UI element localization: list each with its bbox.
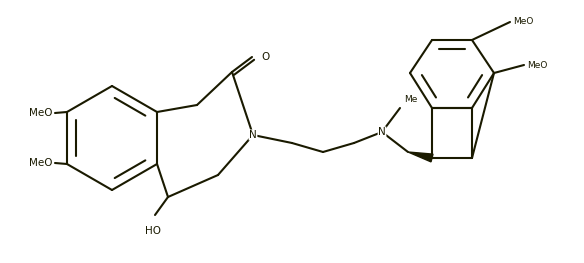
Text: MeO: MeO <box>527 60 547 69</box>
Polygon shape <box>408 152 433 162</box>
Text: O: O <box>261 52 269 62</box>
Text: HO: HO <box>145 226 161 236</box>
Text: N: N <box>378 127 386 137</box>
Text: Me: Me <box>404 95 418 104</box>
Text: MeO: MeO <box>513 18 533 27</box>
Text: N: N <box>249 130 257 140</box>
Text: MeO: MeO <box>29 158 52 168</box>
Text: MeO: MeO <box>29 108 52 118</box>
